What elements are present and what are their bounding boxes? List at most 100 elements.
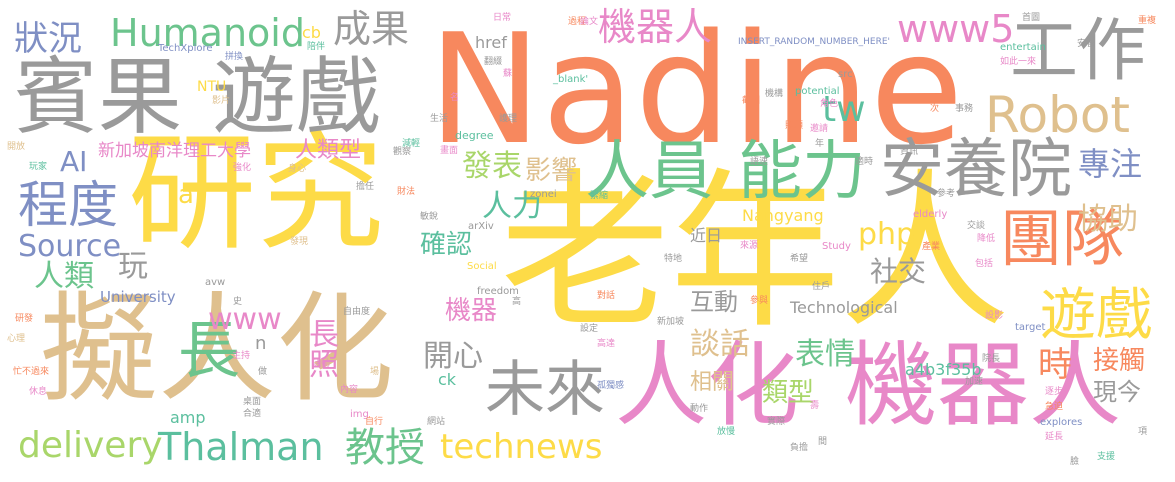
word-youxi-yellow: 遊戲 xyxy=(1040,283,1152,348)
word-small-60: 動作 xyxy=(690,404,709,414)
word-potential: potential xyxy=(795,86,840,97)
word-technews: technews xyxy=(440,427,603,467)
word-biaoqing: 表情 xyxy=(795,337,855,372)
word-a4b3f35b: a4b3f35b xyxy=(905,360,982,379)
word-binguo: 賓果 xyxy=(14,48,183,146)
word-leixing: 類型 xyxy=(762,378,815,408)
word-nirenhua: 擬人化 xyxy=(40,280,395,418)
word-nengli: 能力 xyxy=(738,135,866,209)
word-small-12: 機構 xyxy=(765,89,784,99)
word-small-32: 交談 xyxy=(967,221,986,231)
word-small-6: 安養 xyxy=(1077,39,1096,49)
word-anyangyuan: 安養院 xyxy=(880,133,1072,207)
word-ntu: NTU xyxy=(197,79,227,95)
word-explores: explores xyxy=(1040,417,1083,428)
word-renli: 人力 xyxy=(482,189,542,224)
word-small-4: 首圖 xyxy=(1022,13,1041,23)
word-small-8: 陪伴 xyxy=(307,42,326,52)
word-tanhua: 談話 xyxy=(690,327,750,362)
word-small-5: 重複 xyxy=(1138,16,1157,26)
word-small-51: 做 xyxy=(258,367,268,377)
word-small-70: 臉 xyxy=(1070,457,1080,467)
word-small-75: 場 xyxy=(370,367,380,377)
word-small-66: 加速 xyxy=(965,377,984,387)
word-small-82: 資訊 xyxy=(900,147,919,157)
word-jiqiren-large: 機器人 xyxy=(845,332,1122,439)
word-small-19: 減輕 xyxy=(402,139,421,149)
word-small-48: 心理 xyxy=(7,334,26,344)
word-laonianren: 老年人 xyxy=(500,154,1011,352)
word-small-28: 財法 xyxy=(397,187,416,197)
word-small-47: 研發 xyxy=(15,314,34,324)
word-chengguo: 成果 xyxy=(333,7,410,51)
word-small-17: 生活 xyxy=(430,114,449,124)
word-small-9: 拼換 xyxy=(225,52,244,62)
word-small-76: 次 xyxy=(930,104,940,114)
word-jiaoshou: 教授 xyxy=(345,425,425,471)
word-img: img xyxy=(350,409,369,420)
word-avw: avw xyxy=(205,277,226,288)
word-small-56: 合適 xyxy=(243,409,262,419)
word-small-63: 負擔 xyxy=(790,443,809,453)
word-small-16: 名 xyxy=(450,93,460,103)
word-small-83: 史 xyxy=(233,297,243,307)
word-jiqiren-small: 機器人 xyxy=(598,5,713,49)
word-jiechu: 接觸 xyxy=(1093,346,1146,376)
word-xianjin: 現今 xyxy=(1093,378,1141,406)
word-small-20: 觀察 xyxy=(393,147,412,157)
word-src: src xyxy=(838,69,853,80)
word-small-26: 擔任 xyxy=(356,182,375,192)
word-small-41: 住戶 xyxy=(812,282,831,292)
word-small-14: 截圖 xyxy=(742,96,761,106)
word-nangyang: Nangyang xyxy=(742,206,824,225)
word-small-45: 高 xyxy=(512,297,522,307)
word-shejiao: 社交 xyxy=(870,255,927,288)
word-small-27: 發現 xyxy=(290,237,309,247)
word-small-61: 放慢 xyxy=(717,427,736,437)
word-renyuan: 人員 xyxy=(585,135,713,209)
word-small-54: 內容 xyxy=(340,385,359,395)
word-chengdu: 程度 xyxy=(18,176,118,234)
word-social: Social xyxy=(467,261,497,272)
word-wan: 玩 xyxy=(118,249,148,284)
word-small-39: 對話 xyxy=(597,291,616,301)
word-delivery: delivery xyxy=(18,425,163,466)
word-small-72: 項 xyxy=(1138,427,1148,437)
word-technological: Technological xyxy=(790,298,898,317)
word-small-64: 間 xyxy=(818,437,828,447)
word-small-22: 開放 xyxy=(7,142,26,152)
word-ntu-full: 新加坡南洋理工大學 xyxy=(98,141,251,161)
word-degree: degree xyxy=(455,129,494,142)
word-small-80: 適時 xyxy=(855,157,874,167)
word-small-58: 網站 xyxy=(427,417,446,427)
word-small-77: 事務 xyxy=(955,104,974,114)
word-small-24: 強化 xyxy=(233,163,252,173)
word-changzhao: 長照 xyxy=(303,318,338,378)
word-chang: 長 xyxy=(178,314,241,387)
word-href: href xyxy=(475,33,507,52)
word-small-71: 支援 xyxy=(1097,452,1116,462)
word-small-11: 蘇 xyxy=(503,69,513,79)
word-yingxiang: 影響 xyxy=(525,156,578,186)
word-zonei: zonei xyxy=(530,189,557,200)
word-jinri: 近日 xyxy=(690,226,723,245)
word-small-13: 角色 xyxy=(820,99,839,109)
word-tw: tw xyxy=(822,89,866,130)
word-small-79: 邀請 xyxy=(810,124,829,134)
word-queren: 確認 xyxy=(420,230,473,260)
word-cb: cb xyxy=(302,23,321,42)
word-small-23: 玩家 xyxy=(29,162,48,172)
word-a: a xyxy=(178,180,194,210)
word-small-81: 語速 xyxy=(750,157,769,167)
word-small-44: 高達 xyxy=(597,339,616,349)
word-elderly: elderly xyxy=(913,209,948,220)
word-small-25: 身心 xyxy=(288,164,307,174)
word-small-55: 桌面 xyxy=(243,397,262,407)
word-tuandui: 團隊 xyxy=(1000,202,1125,275)
word-small-53: 休息 xyxy=(29,387,48,397)
word-php: php xyxy=(858,217,916,252)
word-small-52: 忙不過來 xyxy=(13,367,50,377)
word-shi: 時 xyxy=(1038,345,1072,385)
word-youxi-gray: 遊戲 xyxy=(212,48,381,146)
word-small-59: 孤獨感 xyxy=(597,381,625,391)
